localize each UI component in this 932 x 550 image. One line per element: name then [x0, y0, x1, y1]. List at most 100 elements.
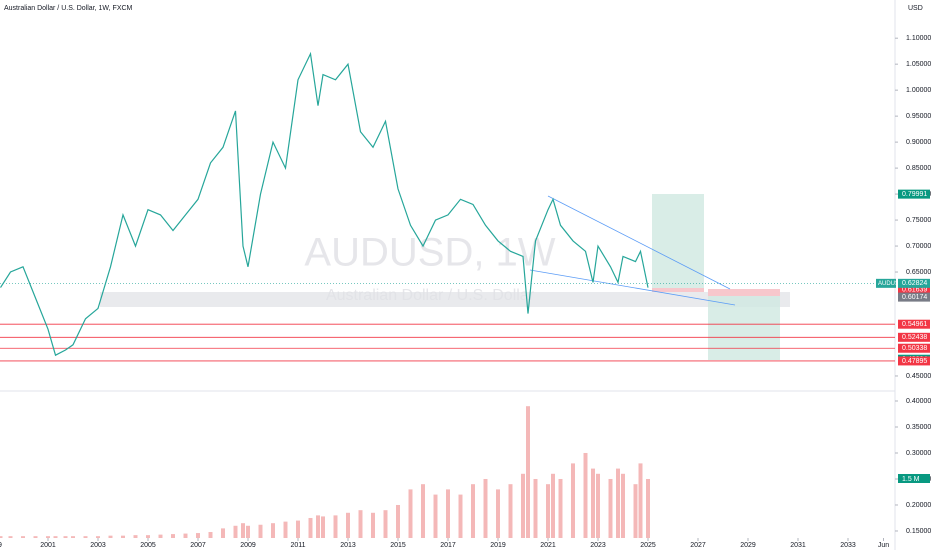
x-tick-label: 2025 — [640, 542, 656, 549]
volume-bar — [321, 516, 325, 538]
volume-bar — [346, 512, 350, 538]
volume-bar — [258, 524, 263, 538]
volume-bar — [296, 520, 300, 538]
volume-bar — [408, 489, 413, 538]
volume-bar — [308, 517, 313, 538]
x-tick-label: 2019 — [490, 542, 506, 549]
level-label: 0.60174 — [902, 294, 927, 301]
volume-bar — [316, 515, 320, 538]
x-tick-label: 2027 — [690, 542, 706, 549]
volume-bar — [496, 489, 500, 538]
volume-bar — [396, 504, 400, 538]
level-label: 0.79991 — [902, 191, 927, 198]
x-tick-label: 2009 — [240, 542, 256, 549]
volume-bar — [146, 535, 150, 538]
last-price-box — [898, 278, 930, 288]
volume-bar — [633, 484, 638, 538]
chart-title: Australian Dollar / U.S. Dollar, 1W, FXC… — [4, 5, 133, 12]
level-label-box — [898, 332, 930, 342]
volume-bar — [638, 463, 643, 538]
volume-tick-label: 0.20000 — [906, 502, 931, 509]
y-tick-label: 0.45000 — [906, 373, 931, 380]
volume-bar — [616, 468, 620, 538]
volume-bar — [133, 535, 138, 538]
level-label-box — [898, 292, 930, 302]
volume-tick-label: 0.40000 — [906, 398, 931, 405]
volume-bar — [591, 468, 595, 538]
volume-bar — [646, 478, 650, 538]
level-label: 0.52438 — [902, 334, 927, 341]
volume-bar — [121, 535, 125, 538]
level-label-box — [898, 343, 930, 353]
volume-bar — [508, 484, 513, 538]
volume-bar — [96, 536, 100, 538]
volume-bar — [158, 534, 163, 538]
x-tick-label: 2017 — [440, 542, 456, 549]
volume-label-box — [898, 474, 930, 483]
level-label: 0.50338 — [902, 345, 927, 352]
x-tick-label: Jun — [878, 542, 889, 549]
x-tick-label: 2015 — [390, 542, 406, 549]
trendline — [529, 269, 736, 306]
x-tick-label: 2003 — [90, 542, 106, 549]
volume-bar — [183, 533, 188, 538]
volume-bar — [241, 523, 245, 538]
x-tick-label: 2023 — [590, 542, 606, 549]
volume-label: 1.5 M — [902, 476, 920, 483]
long-stop — [652, 288, 704, 292]
y-tick-label: 0.85000 — [906, 165, 931, 172]
volume-bar — [583, 452, 588, 538]
volume-bar — [483, 478, 488, 538]
y-tick-label: 1.00000 — [906, 87, 931, 94]
volume-bar — [458, 494, 463, 538]
volume-bar — [551, 473, 555, 538]
volume-bar — [526, 406, 530, 538]
volume-bar — [53, 536, 58, 538]
volume-bar — [46, 536, 50, 538]
y-tick-label: 0.70000 — [906, 243, 931, 250]
volume-bar — [271, 523, 275, 538]
x-tick-label: 2011 — [290, 542, 305, 549]
volume-bar — [221, 528, 225, 538]
volume-bar — [371, 512, 375, 538]
y-tick-label: 0.95000 — [906, 113, 931, 120]
volume-bar — [8, 536, 13, 538]
y-tick-label: 1.10000 — [906, 35, 931, 42]
last-price-label: 0.62824 — [902, 280, 927, 287]
watermark: AUDUSD, 1W — [304, 231, 555, 275]
x-tick-label: 2013 — [340, 542, 356, 549]
volume-bar — [446, 489, 450, 538]
level-label-box — [898, 189, 930, 199]
volume-bar — [421, 484, 425, 538]
volume-bar — [596, 473, 600, 538]
volume-bar — [533, 478, 538, 538]
x-tick-label: 2033 — [840, 542, 856, 549]
level-label: 0.47895 — [902, 358, 927, 365]
volume-bar — [108, 535, 113, 538]
y-tick-label: 0.90000 — [906, 139, 931, 146]
y-tick-label: 0.65000 — [906, 269, 931, 276]
x-tick-label: 2007 — [190, 542, 206, 549]
volume-bar — [571, 463, 575, 538]
volume-bar — [246, 525, 250, 538]
volume-bar — [283, 521, 288, 538]
short-stop — [708, 289, 780, 296]
y-tick-label: 1.05000 — [906, 61, 931, 68]
short-target — [708, 296, 780, 360]
volume-bar — [546, 484, 550, 538]
volume-bar — [621, 473, 625, 538]
volume-tick-label: 0.15000 — [906, 528, 931, 535]
volume-bar — [63, 536, 68, 538]
y-tick-label: 0.75000 — [906, 217, 931, 224]
volume-bar — [521, 473, 525, 538]
level-label: 0.54961 — [902, 321, 927, 328]
price-line — [0, 51, 649, 357]
volume-bar — [608, 478, 613, 538]
series-name-box — [876, 278, 896, 288]
volume-bar — [233, 525, 238, 538]
level-label: 0.61639 — [902, 286, 927, 293]
volume-bar — [333, 515, 338, 538]
currency: USD — [908, 5, 923, 12]
volume-tick-label: 0.35000 — [906, 424, 931, 431]
